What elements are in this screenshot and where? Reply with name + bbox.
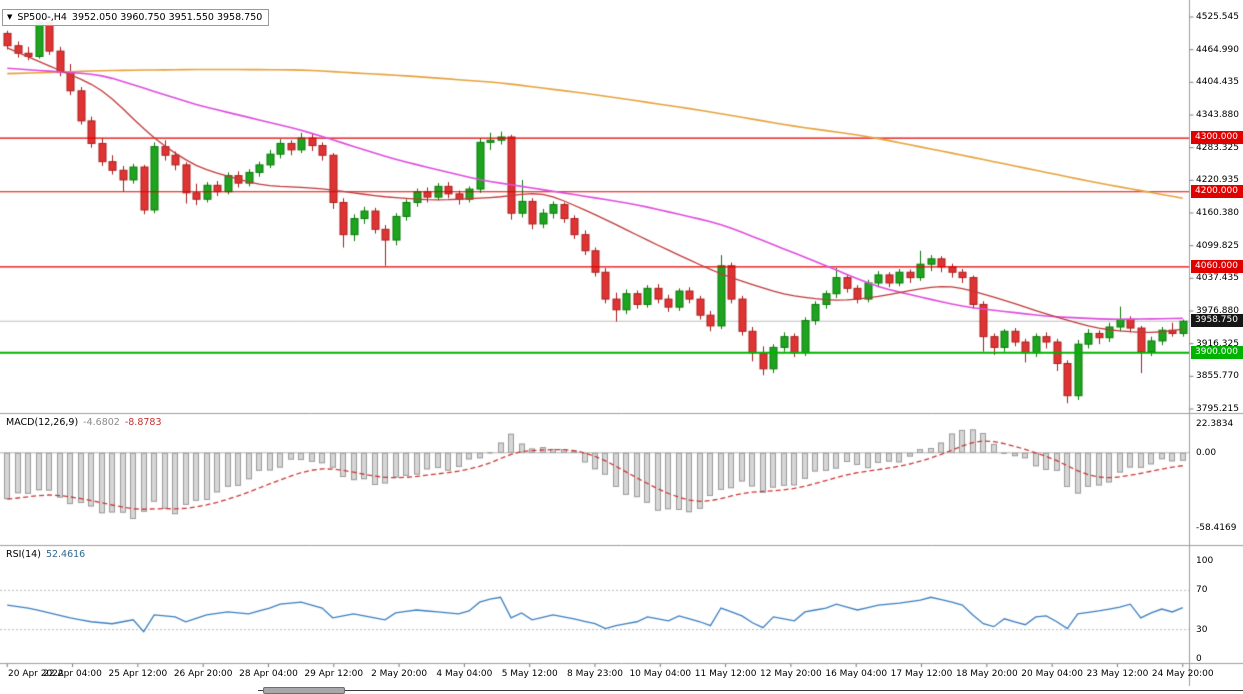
h-scrollbar-thumb[interactable] bbox=[263, 687, 345, 694]
rsi-axis-tick: 30 bbox=[1196, 624, 1208, 635]
time-axis-label: 8 May 23:00 bbox=[567, 669, 623, 679]
time-axis-label: 25 Apr 12:00 bbox=[108, 669, 168, 679]
hline-price-tag: 4300.000 bbox=[1191, 131, 1243, 145]
price-axis-tick: 4099.825 bbox=[1196, 240, 1239, 251]
time-axis-label: 24 May 20:00 bbox=[1151, 669, 1214, 679]
macd-value-main: -4.6802 bbox=[83, 417, 120, 428]
macd-axis-tick: 0.00 bbox=[1196, 447, 1217, 458]
rsi-pane[interactable] bbox=[0, 547, 1190, 663]
rsi-indicator-label: RSI(14) 52.4616 bbox=[3, 549, 89, 560]
price-pane[interactable] bbox=[0, 0, 1190, 413]
time-axis-label: 5 May 12:00 bbox=[501, 669, 558, 679]
time-axis-label: 23 May 12:00 bbox=[1086, 669, 1149, 679]
time-axis-label: 17 May 12:00 bbox=[890, 669, 953, 679]
time-axis-label: 18 May 20:00 bbox=[955, 669, 1018, 679]
symbol-ohlc-box[interactable]: ▼ SP500-,H4 3952.050 3960.750 3951.550 3… bbox=[2, 9, 270, 26]
price-axis-tick: 4464.990 bbox=[1196, 44, 1239, 55]
time-axis-label: 20 Apr 2022 bbox=[8, 669, 64, 679]
time-axis-label: 29 Apr 12:00 bbox=[304, 669, 364, 679]
time-axis-label: 2 May 20:00 bbox=[371, 669, 428, 679]
time-axis-label: 22 Apr 04:00 bbox=[43, 669, 102, 679]
macd-pane[interactable] bbox=[0, 415, 1190, 545]
symbol-timeframe-label: SP500-,H4 bbox=[17, 12, 67, 23]
rsi-value: 52.4616 bbox=[45, 549, 86, 560]
price-axis-tick: 4404.435 bbox=[1196, 77, 1239, 88]
macd-value-signal: -8.8783 bbox=[124, 417, 162, 428]
hline-price-tag: 4200.000 bbox=[1191, 184, 1243, 198]
rsi-axis-tick: 70 bbox=[1196, 585, 1208, 596]
current-price-tag: 3958.750 bbox=[1191, 314, 1243, 328]
time-axis-label: 4 May 04:00 bbox=[436, 669, 493, 679]
macd-axis-tick: -58.4169 bbox=[1196, 523, 1237, 533]
price-axis-tick: 4037.435 bbox=[1196, 273, 1239, 284]
time-axis-label: 16 May 04:00 bbox=[825, 669, 888, 679]
time-axis-label: 28 Apr 04:00 bbox=[239, 669, 298, 679]
macd-indicator-label: MACD(12,26,9) -4.6802 -8.8783 bbox=[3, 417, 165, 428]
price-axis-tick: 3795.215 bbox=[1196, 404, 1239, 414]
time-axis-label: 10 May 04:00 bbox=[629, 669, 692, 679]
price-axis-tick: 4343.880 bbox=[1196, 110, 1239, 120]
time-axis-label: 12 May 20:00 bbox=[760, 669, 822, 679]
rsi-name: RSI(14) bbox=[6, 549, 41, 560]
price-axis-tick: 4283.325 bbox=[1196, 142, 1239, 153]
rsi-axis-tick: 0 bbox=[1196, 654, 1202, 664]
price-axis-tick: 4525.545 bbox=[1196, 12, 1239, 22]
price-axis-tick: 4160.380 bbox=[1196, 208, 1239, 218]
time-axis-label: 26 Apr 20:00 bbox=[173, 669, 233, 679]
price-axis-tick: 4220.935 bbox=[1196, 175, 1239, 186]
macd-name: MACD(12,26,9) bbox=[6, 417, 79, 428]
time-axis-label: 20 May 04:00 bbox=[1021, 669, 1083, 679]
h-scrollbar-track[interactable] bbox=[258, 690, 1243, 691]
macd-axis-tick: 22.3834 bbox=[1196, 419, 1234, 429]
time-axis-label: 11 May 12:00 bbox=[694, 669, 757, 679]
price-axis-tick: 3855.770 bbox=[1196, 371, 1239, 382]
hline-price-tag: 4060.000 bbox=[1191, 259, 1243, 273]
rsi-axis-tick: 100 bbox=[1196, 556, 1214, 566]
price-axis-tick: 3976.880 bbox=[1196, 306, 1239, 316]
ohlc-values: 3952.050 3960.750 3951.550 3958.750 bbox=[71, 12, 263, 23]
symbol-dropdown-icon[interactable]: ▼ bbox=[7, 13, 13, 21]
hline-price-tag: 3900.000 bbox=[1191, 345, 1243, 359]
price-axis-tick: 3916.325 bbox=[1196, 338, 1239, 349]
